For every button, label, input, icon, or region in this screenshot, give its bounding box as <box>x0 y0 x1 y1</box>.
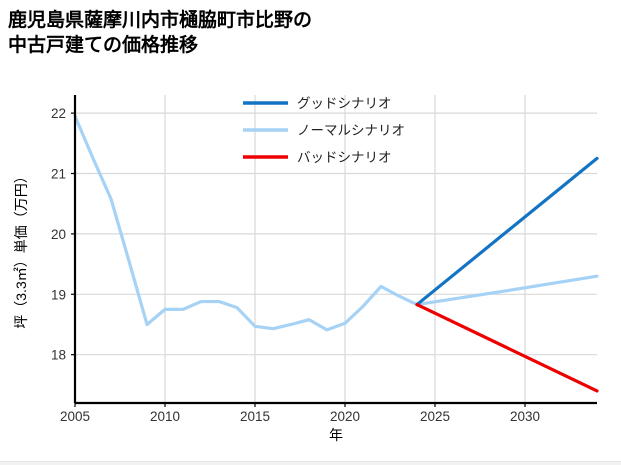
x-tick-labels: 2005 2010 2015 2020 2025 2030 <box>60 403 540 424</box>
y-tick-label: 19 <box>51 287 66 302</box>
y-tick-label: 18 <box>51 348 66 363</box>
page-title: 鹿児島県薩摩川内市樋脇町市比野の 中古戸建ての価格推移 <box>8 10 313 56</box>
plot-background <box>75 95 597 403</box>
series-line <box>415 302 599 393</box>
x-tick-label: 2020 <box>330 409 360 424</box>
x-tick-label: 2030 <box>510 409 540 424</box>
x-tick-label: 2005 <box>60 409 90 424</box>
series-lines <box>73 114 599 393</box>
y-tick-label: 20 <box>51 227 66 242</box>
legend-label-bad: バッドシナリオ <box>297 150 392 165</box>
window-bottom-edge <box>0 461 621 465</box>
legend: グッドシナリオ ノーマルシナリオ バッドシナリオ <box>243 96 405 165</box>
legend-label-good: グッドシナリオ <box>297 96 392 111</box>
x-tick-label: 2025 <box>420 409 450 424</box>
series-line <box>415 156 599 307</box>
y-tick-labels: 18 19 20 21 22 <box>51 106 75 363</box>
x-axis-title: 年 <box>329 427 343 443</box>
series-line <box>73 114 599 332</box>
plot-area: 2005 2010 2015 2020 2025 2030 18 19 20 21 22 <box>51 95 599 424</box>
y-axis-title: 坪（3.3㎡）単価（万円） <box>13 169 29 328</box>
x-tick-label: 2015 <box>240 409 270 424</box>
y-tick-label: 22 <box>51 106 66 121</box>
y-tick-label: 21 <box>51 167 66 182</box>
x-tick-label: 2010 <box>150 409 180 424</box>
gridlines <box>74 95 597 403</box>
legend-label-normal: ノーマルシナリオ <box>297 123 405 138</box>
